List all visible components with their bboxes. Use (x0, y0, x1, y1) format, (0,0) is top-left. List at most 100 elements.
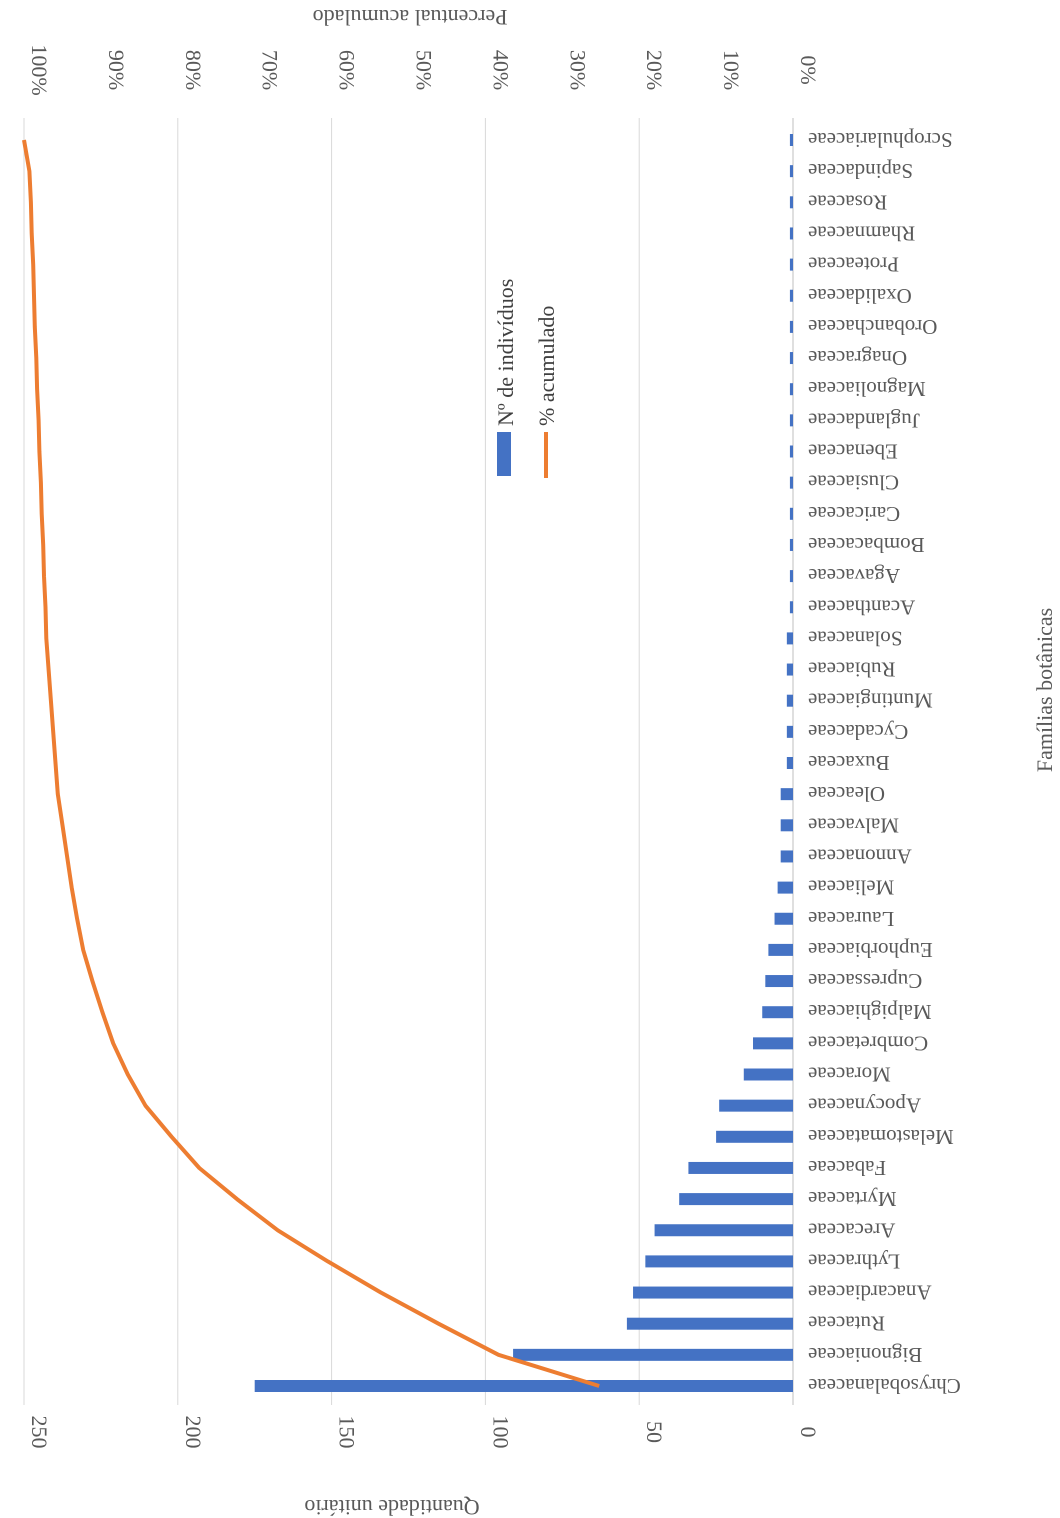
category-label: Lythraceae (808, 1249, 900, 1273)
bar (789, 601, 793, 614)
bar (789, 383, 793, 396)
bar (786, 694, 793, 707)
bar (762, 1006, 793, 1019)
primary-axis-ticks: 0 50 100 150 200 250 (27, 1416, 821, 1449)
category-label: Scrophulariaceae (808, 128, 953, 152)
bar (789, 320, 793, 333)
category-label: Myrtaceae (808, 1187, 897, 1211)
category-label: Acanthaceae (808, 595, 915, 619)
line-series-acumulado (22, 139, 600, 1388)
bar (716, 1130, 793, 1143)
bar (254, 1380, 793, 1392)
category-label: Onagraceae (808, 346, 907, 370)
y2-tick-label: 0% (796, 55, 821, 84)
category-label: Euphorbiaceae (808, 938, 933, 962)
category-label: Clusiaceae (808, 471, 899, 495)
y2-tick-label: 10% (719, 50, 744, 90)
bar (789, 570, 793, 583)
y2-axis-title: Percentual acumulado (313, 5, 508, 30)
y-tick-label: 50 (642, 1421, 667, 1443)
category-label: Cycadaceae (808, 720, 908, 744)
y-axis-title: Quantidade unitário (304, 1495, 479, 1518)
y2-tick-label: 100% (27, 44, 52, 95)
legend-swatch-individuos (497, 432, 511, 476)
y2-tick-label: 40% (488, 50, 513, 90)
y2-tick-label: 70% (258, 50, 283, 90)
bar (780, 788, 793, 801)
category-label: Muntingiaceae (808, 689, 933, 713)
bar (743, 1068, 793, 1081)
bar (765, 975, 793, 988)
category-label: Bignoniaceae (808, 1343, 922, 1367)
bar-series-individuos (254, 134, 793, 1392)
category-label: Combretaceae (808, 1031, 928, 1055)
category-label: Bombacaceae (808, 533, 925, 557)
legend-label-individuos: Nº de indivíduos (493, 279, 518, 426)
category-label: Rhamnaceae (808, 221, 915, 245)
category-label: Chrysobalanaceae (808, 1374, 961, 1398)
bar (626, 1317, 793, 1330)
category-label: Magnoliaceae (808, 377, 926, 401)
category-label: Rosaceae (808, 190, 887, 214)
category-label: Ebenaceae (808, 440, 898, 464)
bar (789, 445, 793, 458)
bar (633, 1286, 793, 1299)
category-label: Juglandaceae (808, 408, 920, 432)
category-label: Orobanchaceae (808, 315, 937, 339)
category-label: Annonaceae (808, 844, 912, 868)
category-label: Buxaceae (808, 751, 890, 775)
bar (786, 757, 793, 769)
bar (786, 663, 793, 676)
bar (654, 1224, 793, 1237)
bar (789, 258, 793, 271)
bar (780, 850, 793, 863)
category-label: Caricaceae (808, 502, 900, 526)
category-label: Proteaceae (808, 253, 899, 277)
bar (789, 507, 793, 520)
y-tick-label: 200 (181, 1416, 206, 1449)
category-label: Solanaceae (808, 626, 902, 650)
bar (777, 881, 793, 894)
bar (789, 352, 793, 365)
category-label: Rutaceae (808, 1312, 885, 1336)
y-tick-label: 250 (27, 1416, 52, 1449)
category-label: Apocynaceae (808, 1094, 921, 1118)
y-tick-label: 0 (796, 1427, 821, 1438)
category-label: Oxalidaceae (808, 284, 912, 308)
category-label: Meliaceae (808, 876, 894, 900)
x-axis-title: Famílias botânicas (1032, 608, 1057, 772)
bar (789, 476, 793, 489)
category-label: Arecaceae (808, 1218, 895, 1242)
bar (789, 196, 793, 209)
bar (774, 912, 793, 925)
category-label: Cupressaceae (808, 969, 922, 993)
bar (789, 289, 793, 302)
category-label: Rubiaceae (808, 658, 895, 682)
gridlines (23, 118, 794, 1405)
secondary-axis-ticks: 0% 10% 20% 30% 40% 50% 60% 70% 80% 90% 100% (27, 44, 821, 95)
category-label: Fabaceae (808, 1156, 886, 1180)
category-label: Moraceae (808, 1063, 891, 1087)
y2-tick-label: 60% (335, 50, 360, 90)
y2-tick-label: 90% (104, 50, 129, 90)
bar (789, 165, 793, 178)
category-label: Anacardiaceae (808, 1281, 932, 1305)
bar (513, 1348, 793, 1361)
legend-label-acumulado: % acumulado (534, 306, 559, 426)
y2-tick-label: 20% (642, 50, 667, 90)
bar (786, 632, 793, 645)
bar (768, 943, 793, 956)
bar (753, 1037, 793, 1050)
y-tick-label: 100 (488, 1416, 513, 1449)
bar (719, 1099, 793, 1112)
bar (789, 414, 793, 427)
y2-tick-label: 50% (412, 50, 437, 90)
category-label: Agavaceae (808, 564, 900, 588)
category-label: Malvaceae (808, 813, 899, 837)
category-label: Lauraceae (808, 907, 894, 931)
y2-tick-label: 80% (181, 50, 206, 90)
category-label: Oleaceae (808, 782, 885, 806)
bar (645, 1255, 793, 1268)
bar (679, 1193, 793, 1206)
